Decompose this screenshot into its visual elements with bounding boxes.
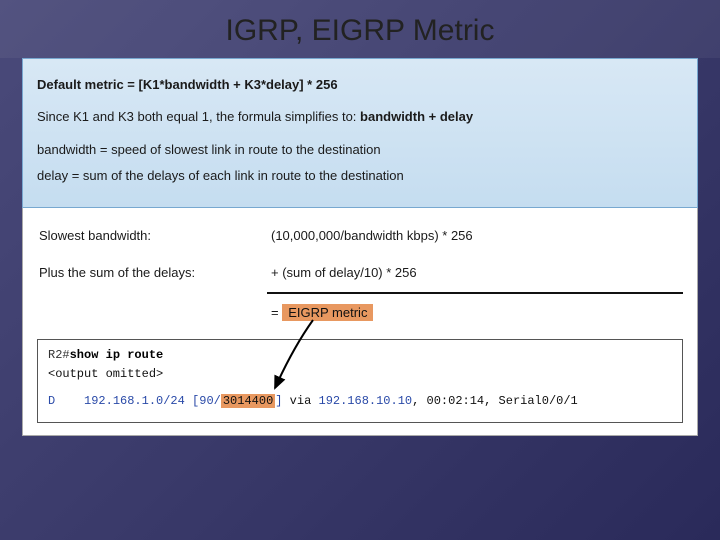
eigrp-metric-highlight: EIGRP metric [282,304,373,321]
route-suffix: , 00:02:14, Serial0/0/1 [412,394,578,408]
formula1-prefix: Default metric = [37,77,139,92]
terminal-route-line: D 192.168.1.0/24 [90/3014400] via 192.16… [48,392,672,411]
calc-bandwidth-value: (10,000,000/bandwidth kbps) * 256 [271,224,681,247]
calc-delay-label: Plus the sum of the delays: [39,261,269,284]
calc-row-bandwidth: Slowest bandwidth: (10,000,000/bandwidth… [39,224,681,247]
calculation-panel: Slowest bandwidth: (10,000,000/bandwidth… [22,208,698,436]
slide-title: IGRP, EIGRP Metric [0,0,720,58]
route-nexthop: 192.168.10.10 [319,394,413,408]
formula-line-2: Since K1 and K3 both equal 1, the formul… [37,107,683,127]
result-equals: = [271,305,282,320]
bandwidth-definition: bandwidth = speed of slowest link in rou… [37,140,683,160]
result-table: = EIGRP metric [37,298,683,327]
route-network: 192.168.1.0/24 [84,394,185,408]
route-metric-highlight: 3014400 [221,394,275,408]
formula2-prefix: Since K1 and K3 both equal 1, the formul… [37,109,360,124]
calc-row-result: = EIGRP metric [39,300,681,325]
terminal-output: R2#show ip route <output omitted> D 192.… [37,339,683,423]
terminal-line-omitted: <output omitted> [48,365,672,384]
formula1-body: [K1*bandwidth + K3*delay] * 256 [139,77,338,92]
calc-delay-value: + (sum of delay/10) * 256 [271,261,681,284]
formula2-body: bandwidth + delay [360,109,473,124]
calc-row-delay: Plus the sum of the delays: + (sum of de… [39,261,681,284]
formula-panel: Default metric = [K1*bandwidth + K3*dela… [22,58,698,208]
terminal-line-1: R2#show ip route [48,346,672,365]
terminal-prompt: R2# [48,348,70,362]
result-divider [267,292,683,294]
delay-definition: delay = sum of the delays of each link i… [37,166,683,186]
route-bracket-open: [90/ [192,394,221,408]
calc-table: Slowest bandwidth: (10,000,000/bandwidth… [37,222,683,286]
route-via: via [282,394,318,408]
terminal-command: show ip route [70,348,164,362]
formula-line-1: Default metric = [K1*bandwidth + K3*dela… [37,75,683,95]
calc-bandwidth-label: Slowest bandwidth: [39,224,269,247]
content-area: Default metric = [K1*bandwidth + K3*dela… [0,58,720,436]
